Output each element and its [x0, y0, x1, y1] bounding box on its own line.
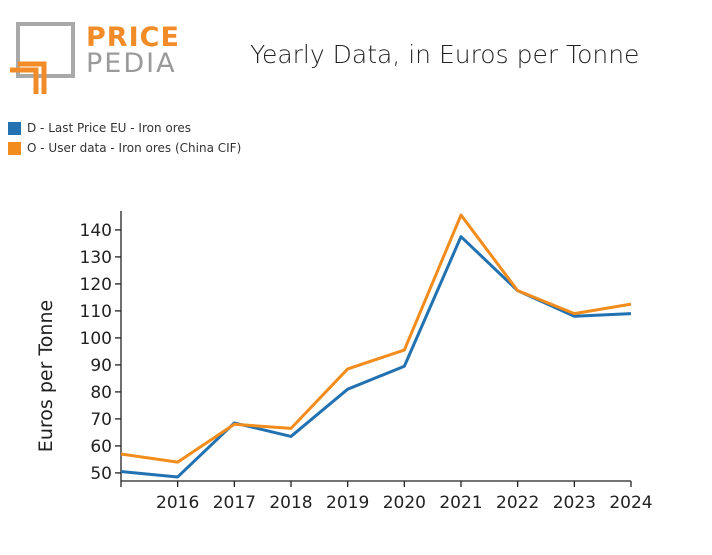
y-tick-label: 110: [80, 302, 112, 322]
legend-label-eu: D - Last Price EU - Iron ores: [27, 121, 192, 135]
logo-word-pedia: PEDIA: [86, 48, 177, 79]
legend-label-china: O - User data - Iron ores (China CIF): [27, 141, 242, 155]
series-layer: [120, 213, 632, 479]
x-tick-label: 2021: [439, 493, 482, 513]
legend-item-china[interactable]: O - User data - Iron ores (China CIF): [8, 138, 241, 158]
x-tick-label: 2017: [213, 493, 256, 513]
legend-item-eu[interactable]: D - Last Price EU - Iron ores: [8, 118, 241, 138]
logo-word-price: PRICE: [86, 22, 180, 53]
y-tick-label: 120: [80, 275, 112, 295]
legend-swatch-eu: [8, 121, 21, 135]
logo-mark-icon: [10, 22, 75, 94]
x-tick-label: 2020: [383, 493, 426, 513]
y-tick-label: 130: [80, 248, 112, 268]
chart-title: Yearly Data, in Euros per Tonne: [250, 40, 640, 69]
x-tick-label: 2024: [609, 493, 652, 513]
pricepedia-logo: PRICE PEDIA: [8, 20, 179, 95]
x-tick-label: 2023: [553, 493, 596, 513]
y-tick-label: 70: [90, 410, 112, 430]
x-tick-label: 2016: [156, 493, 199, 513]
x-tick-label: 2019: [326, 493, 369, 513]
legend: D - Last Price EU - Iron ores O - User d…: [8, 118, 241, 158]
y-tick-label: 90: [90, 356, 112, 376]
series-line-1[interactable]: [120, 213, 632, 464]
y-tick-label: 50: [90, 464, 112, 484]
y-tick-label: 60: [90, 437, 112, 457]
y-tick-label: 140: [80, 221, 112, 241]
x-tick-label: 2018: [269, 493, 312, 513]
x-tick-label: 2022: [496, 493, 539, 513]
y-tick-label: 100: [80, 329, 112, 349]
series-line-0[interactable]: [120, 235, 632, 479]
y-tick-label: 80: [90, 383, 112, 403]
y-axis: 50 60 70 80 90 100 110 120 130 140: [80, 211, 122, 484]
legend-swatch-china: [8, 141, 21, 155]
x-axis: 2016 2017 2018 2019 2020 2021 2022 2023 2024: [120, 480, 653, 513]
y-axis-title: Euros per Tonne: [35, 300, 57, 452]
